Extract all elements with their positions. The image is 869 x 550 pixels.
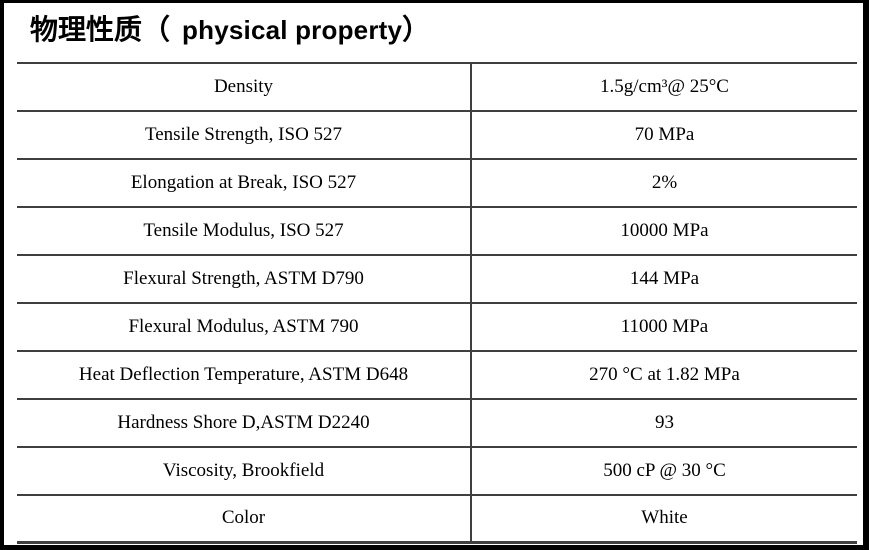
value-cell: 93 — [655, 411, 674, 433]
value-cell: 2% — [651, 171, 678, 193]
value-cell: 500 cP @ 30 °C — [603, 459, 726, 481]
property-cell: Heat Deflection Temperature, ASTM D648 — [17, 352, 472, 398]
value-cell: 11000 MPa — [620, 315, 709, 337]
table-row: Elongation at Break, ISO 527 2% — [17, 160, 857, 208]
property-cell: Flexural Strength, ASTM D790 — [17, 256, 472, 302]
value-cell: 1.5g/cm³@ 25°C — [600, 75, 729, 97]
property-cell: Hardness Shore D,ASTM D2240 — [17, 400, 472, 446]
value-cell: 144 MPa — [629, 267, 700, 289]
table-row: Tensile Strength, ISO 527 70 MPa — [17, 112, 857, 160]
property-cell: Tensile Modulus, ISO 527 — [17, 208, 472, 254]
property-cell: Color — [17, 496, 472, 541]
table-row: Flexural Strength, ASTM D790 144 MPa — [17, 256, 857, 304]
value-cell: 270 °C at 1.82 MPa — [589, 363, 740, 385]
page-title: 物理性质（ physical property） — [30, 11, 430, 49]
property-cell: Elongation at Break, ISO 527 — [17, 160, 472, 206]
open-paren: （ — [142, 14, 171, 45]
table-row: Flexural Modulus, ASTM 790 11000 MPa — [17, 304, 857, 352]
property-cell: Tensile Strength, ISO 527 — [17, 112, 472, 158]
table-row: Density 1.5g/cm³@ 25°C — [17, 64, 857, 112]
value-cell: White — [641, 507, 688, 529]
physical-property-table: Density 1.5g/cm³@ 25°C Tensile Strength,… — [17, 62, 857, 544]
page-title-chinese: 物理性质 — [30, 14, 143, 45]
property-cell: Density — [17, 64, 472, 110]
property-cell: Flexural Modulus, ASTM 790 — [17, 304, 472, 350]
table-row: Viscosity, Brookfield 500 cP @ 30 °C — [17, 448, 857, 496]
page-title-english: physical property — [182, 15, 403, 45]
close-paren: ） — [402, 14, 431, 45]
table-row: Heat Deflection Temperature, ASTM D648 2… — [17, 352, 857, 400]
value-cell: 10000 MPa — [620, 219, 709, 241]
table-row: Color White — [17, 496, 857, 544]
value-cell: 70 MPa — [634, 123, 695, 145]
table-row: Tensile Modulus, ISO 527 10000 MPa — [17, 208, 857, 256]
table-row: Hardness Shore D,ASTM D2240 93 — [17, 400, 857, 448]
property-cell: Viscosity, Brookfield — [17, 448, 472, 494]
